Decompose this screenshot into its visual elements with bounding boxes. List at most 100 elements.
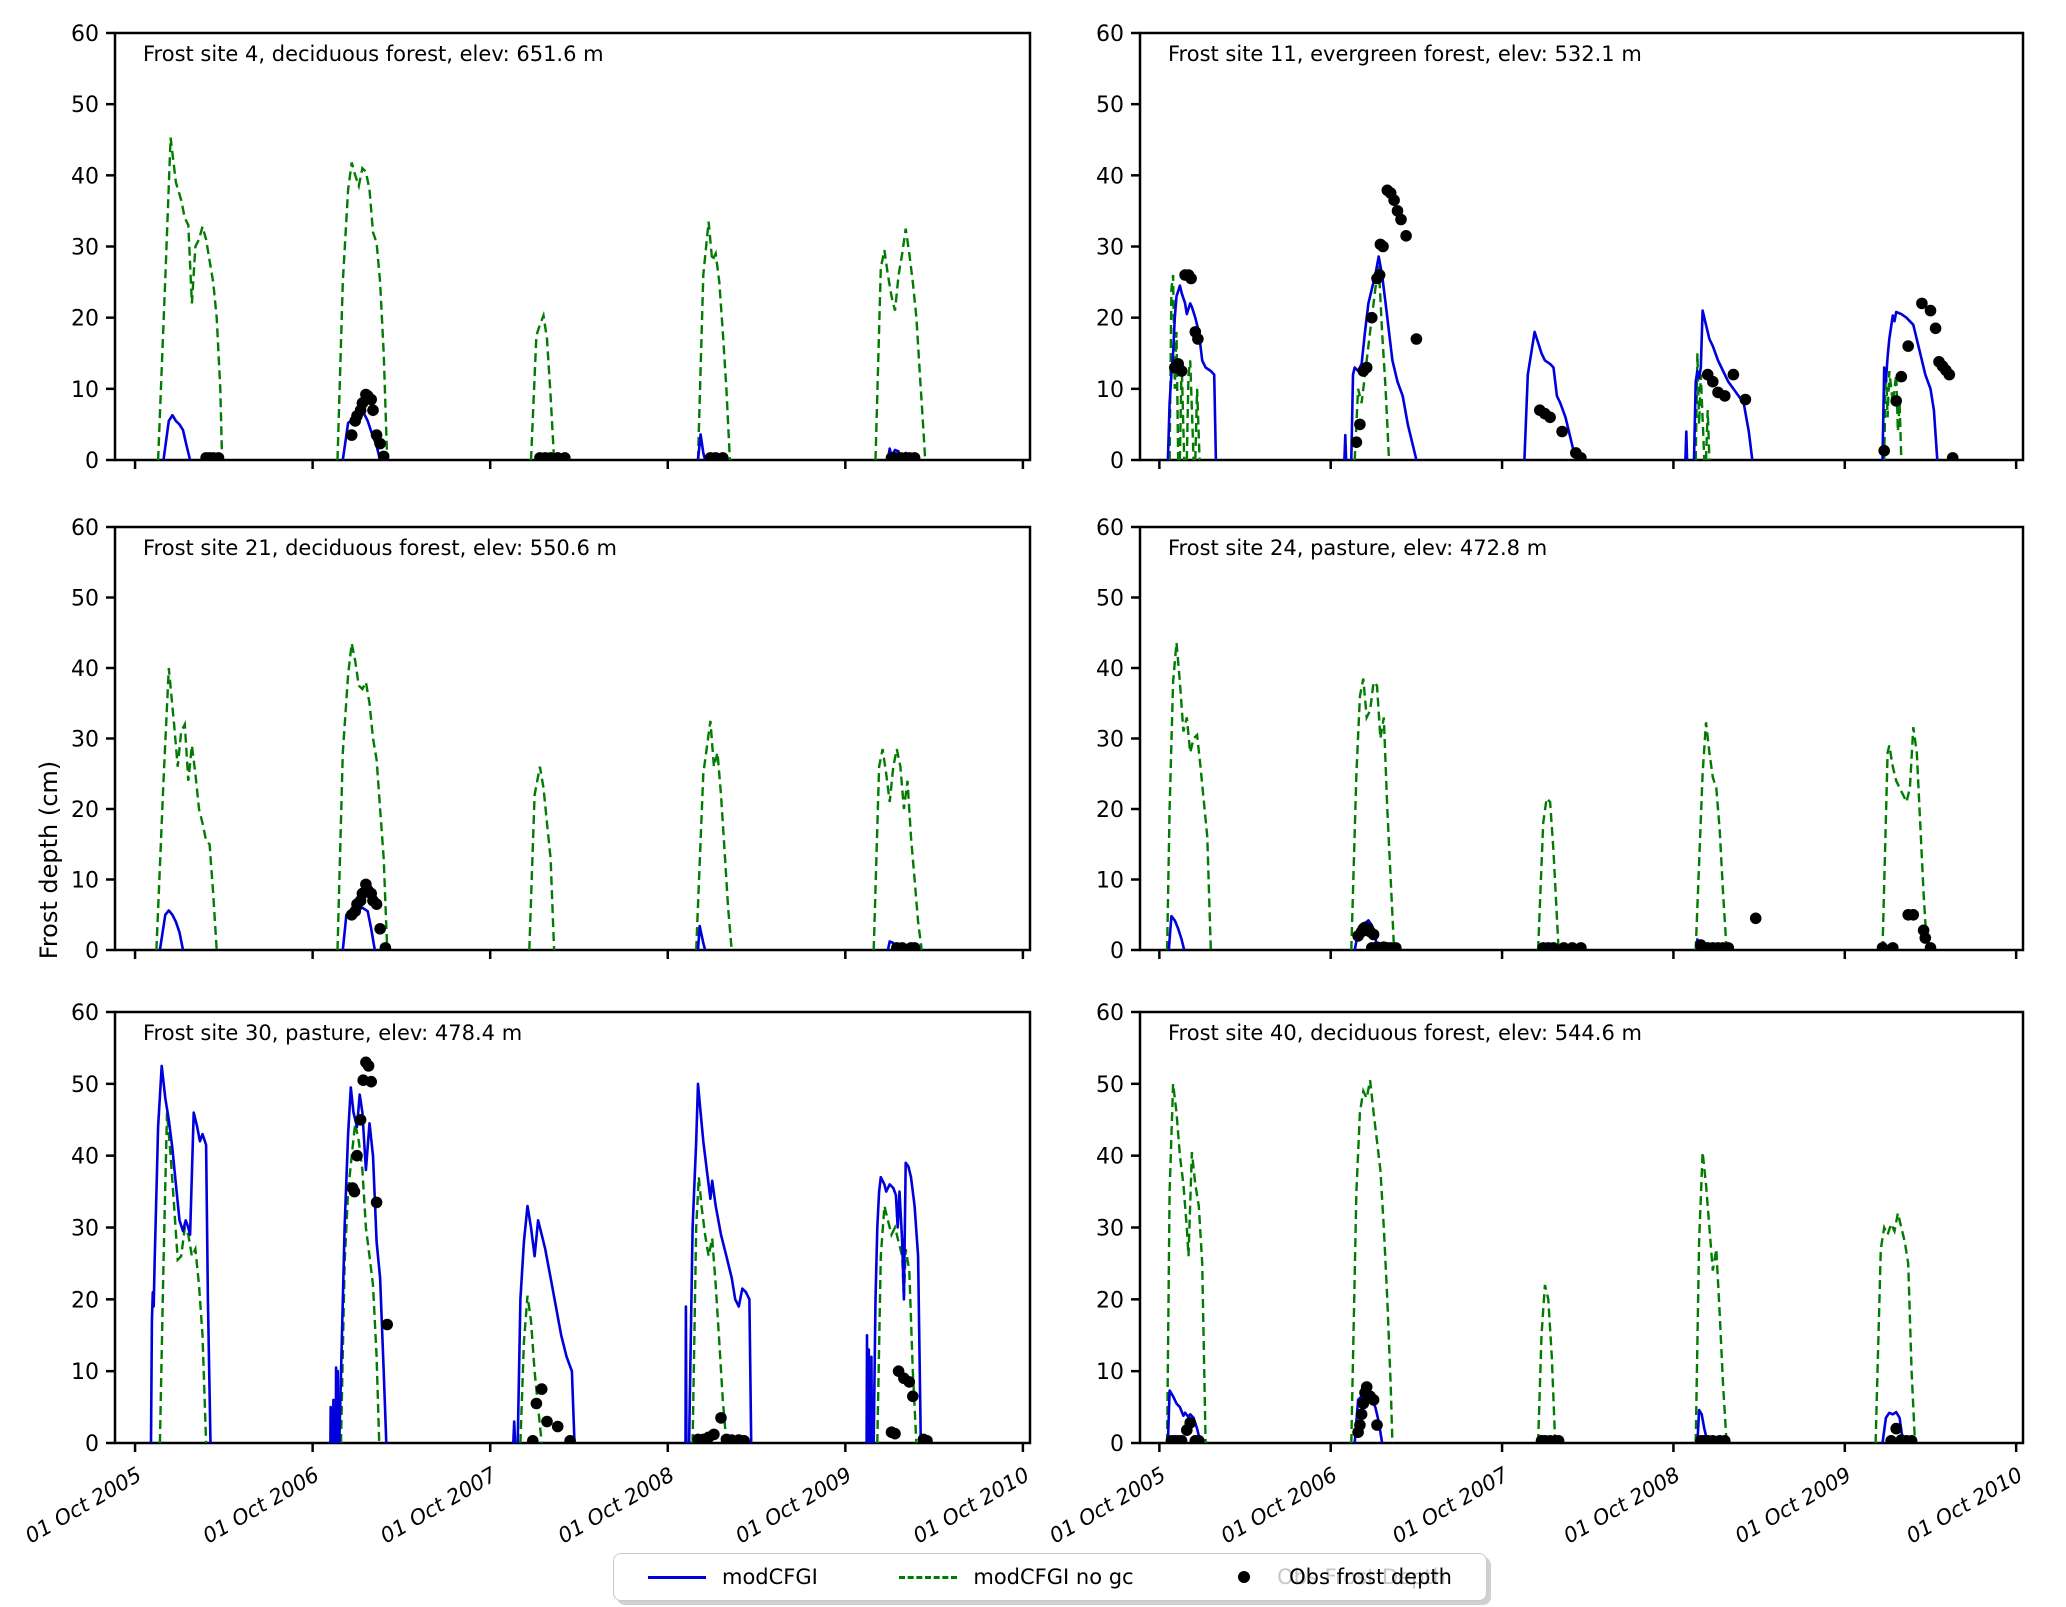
y-tick-label: 10 <box>1096 869 1124 894</box>
obs-frost-depth-point <box>365 1075 378 1088</box>
obs-frost-depth-point <box>1924 304 1937 317</box>
y-tick-label: 0 <box>1110 449 1124 474</box>
y-tick-label: 20 <box>71 307 99 332</box>
axes-frame <box>1138 31 2025 462</box>
axes-frame <box>113 525 1032 952</box>
obs-dot-sample-icon <box>1238 1571 1251 1583</box>
y-tick-label: 20 <box>1096 1288 1124 1313</box>
obs-frost-depth-point <box>1547 942 1560 950</box>
modcfgi-no-gc-line <box>156 137 224 460</box>
modcfgi-line <box>149 1064 212 1443</box>
x-tick-label: 01 Oct 2006 <box>199 1463 323 1549</box>
obs-frost-depth-point <box>908 452 921 460</box>
obs-frost-depth-point <box>903 1376 916 1388</box>
obs-frost-depth-point <box>535 1383 548 1395</box>
legend-item-modcfgi: modCFGI <box>648 1565 818 1589</box>
modcfgi-no-gc-line <box>1883 367 1903 460</box>
y-tick-label: 60 <box>71 1001 99 1026</box>
obs-frost-depth-point <box>365 393 378 406</box>
y-tick-label: 20 <box>71 1288 99 1313</box>
modcfgi-line <box>336 1369 340 1443</box>
subplot-title-site4: Frost site 4, deciduous forest, elev: 65… <box>143 42 604 66</box>
obs-frost-depth-point <box>1905 1435 1918 1443</box>
modcfgi-no-gc-line <box>529 310 556 460</box>
obs-frost-depth-point <box>907 1390 919 1403</box>
x-tick-label: 01 Oct 2007 <box>376 1462 501 1548</box>
x-tick-label: 01 Oct 2006 <box>1217 1463 1341 1549</box>
modcfgi-line <box>158 909 185 950</box>
modcfgi-line <box>1696 1408 1709 1443</box>
obs-frost-depth-point <box>348 1185 361 1198</box>
obs-frost-depth-point <box>541 1415 553 1428</box>
axes-frame <box>1138 525 2025 952</box>
modcfgi-no-gc-line <box>155 667 218 950</box>
y-tick-label: 0 <box>85 1432 99 1457</box>
obs-frost-depth-point <box>1193 1435 1205 1443</box>
obs-frost-depth-point <box>362 1060 375 1072</box>
y-tick-label: 60 <box>1096 22 1124 47</box>
obs-frost-depth-point <box>530 1397 543 1410</box>
obs-frost-depth-point <box>559 452 571 460</box>
obs-frost-depth-point <box>1390 942 1402 950</box>
legend-label-obs: Obs frost depth <box>1289 1565 1452 1589</box>
obs-frost-depth-point <box>374 437 386 450</box>
obs-frost-depth-point <box>370 898 383 910</box>
obs-frost-depth-point <box>527 1435 539 1443</box>
subplot-title-site24: Frost site 24, pasture, elev: 472.8 m <box>1168 536 1548 560</box>
obs-frost-depth-point <box>1946 452 1959 460</box>
obs-frost-depth-point <box>1350 436 1363 449</box>
modcfgi-line <box>869 1355 874 1443</box>
modcfgi-no-gc-line <box>1185 360 1195 460</box>
subplot-3: 0 10 20 30 40 50 60 <box>1096 516 2025 964</box>
y-tick-label: 60 <box>1096 1001 1124 1026</box>
modcfgi-line <box>687 1082 753 1443</box>
y-tick-label: 30 <box>71 236 99 261</box>
modcfgi-line <box>512 1420 517 1443</box>
y-tick-label: 0 <box>85 939 99 964</box>
obs-frost-depth-point <box>1366 311 1378 324</box>
obs-frost-depth-point <box>1354 418 1366 431</box>
obs-frost-depth-point <box>1575 452 1587 460</box>
obs-frost-depth-point <box>551 1420 564 1433</box>
modcfgi-line <box>696 433 707 460</box>
legend-label-modcfgi-no-gc: modCFGI no gc <box>973 1565 1134 1589</box>
x-tick-label: 01 Oct 2010 <box>909 1463 1033 1549</box>
y-tick-label: 10 <box>1096 1360 1124 1385</box>
x-tick-label: 01 Oct 2005 <box>21 1463 145 1549</box>
y-tick-label: 10 <box>71 869 99 894</box>
obs-frost-depth-point <box>1367 928 1380 941</box>
modcfgi-no-gc-line <box>1694 1151 1728 1443</box>
subplot-1: 0 10 20 30 40 50 60 <box>1096 22 2025 474</box>
obs-frost-depth-point <box>1395 213 1407 226</box>
obs-frost-depth-point <box>1902 340 1914 352</box>
obs-frost-depth-point <box>1890 395 1902 407</box>
modcfgi-no-gc-line <box>872 748 923 950</box>
obs-frost-depth-point <box>351 1149 363 1162</box>
obs-frost-depth-point <box>370 1196 383 1209</box>
modcfgi-no-gc-line <box>1536 795 1560 950</box>
modcfgi-no-gc-line <box>874 228 927 460</box>
subplot-5: 0 10 20 30 40 50 60 01 Oct 2005 01 Oct 2006 01 Oc… <box>1045 1001 2026 1548</box>
obs-frost-depth-point <box>1739 393 1752 406</box>
obs-frost-depth-point <box>377 450 390 460</box>
obs-frost-depth-point <box>1943 368 1956 381</box>
obs-frost-depth-point <box>1184 1417 1196 1429</box>
modcfgi-line <box>1684 430 1689 460</box>
obs-frost-depth-point <box>1924 942 1937 950</box>
subplot-title-site11: Frost site 11, evergreen forest, elev: 5… <box>1168 42 1642 66</box>
modcfgi-no-gc-line <box>695 720 733 950</box>
obs-frost-depth-point <box>1400 230 1412 242</box>
obs-frost-depth-point <box>908 942 921 950</box>
y-tick-label: 50 <box>71 1073 99 1098</box>
y-tick-label: 30 <box>71 728 99 753</box>
y-tick-label: 20 <box>1096 307 1124 332</box>
obs-frost-depth-point <box>381 1318 394 1331</box>
obs-frost-depth-point <box>367 404 379 417</box>
obs-frost-depth-point <box>1410 333 1423 345</box>
y-tick-label: 50 <box>1096 587 1124 612</box>
modcfgi-no-gc-line <box>1194 388 1201 460</box>
obs-frost-depth-point <box>889 1427 901 1440</box>
modcfgi-line <box>1167 914 1186 950</box>
y-tick-label: 40 <box>1096 1145 1124 1170</box>
